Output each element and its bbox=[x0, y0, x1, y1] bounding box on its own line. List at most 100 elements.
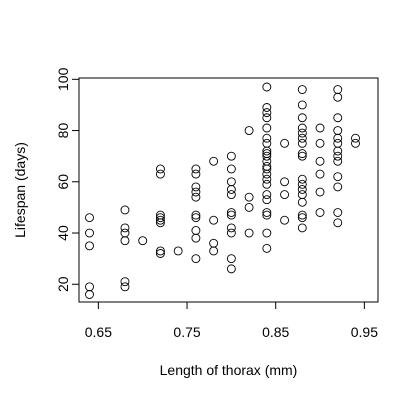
data-point bbox=[226, 151, 236, 161]
data-point bbox=[333, 85, 343, 95]
data-point bbox=[262, 138, 272, 148]
data-point bbox=[297, 138, 307, 148]
data-point bbox=[226, 264, 236, 274]
data-point bbox=[262, 208, 272, 217]
data-point bbox=[85, 282, 94, 292]
y-tick-label: 20 bbox=[55, 276, 71, 292]
data-point bbox=[333, 92, 343, 102]
data-point bbox=[120, 228, 130, 238]
data-point bbox=[297, 149, 307, 159]
data-point bbox=[262, 151, 272, 161]
data-point bbox=[226, 164, 236, 174]
data-point bbox=[244, 202, 254, 212]
y-tick-label: 60 bbox=[55, 174, 71, 190]
data-point bbox=[244, 192, 254, 202]
data-point bbox=[226, 223, 236, 233]
data-point bbox=[262, 149, 272, 159]
data-point bbox=[297, 210, 307, 220]
data-point bbox=[297, 128, 307, 138]
data-point bbox=[120, 282, 130, 292]
data-point bbox=[262, 195, 272, 205]
data-point bbox=[226, 228, 236, 238]
data-point bbox=[191, 192, 201, 202]
plot-frame bbox=[78, 77, 379, 303]
data-point bbox=[351, 133, 360, 143]
data-point bbox=[262, 82, 272, 92]
data-point bbox=[333, 182, 343, 192]
data-point bbox=[333, 151, 343, 161]
data-point bbox=[262, 210, 272, 220]
data-point bbox=[333, 133, 343, 143]
data-point bbox=[315, 123, 325, 133]
data-point bbox=[191, 233, 201, 243]
data-point bbox=[297, 197, 307, 207]
y-tick-label: 80 bbox=[55, 123, 71, 139]
data-point bbox=[280, 215, 290, 225]
data-point bbox=[155, 213, 165, 223]
data-point bbox=[333, 208, 343, 217]
data-point bbox=[262, 179, 272, 189]
data-point bbox=[155, 215, 165, 225]
data-point bbox=[226, 185, 236, 194]
data-point bbox=[85, 290, 94, 299]
data-point bbox=[155, 164, 165, 174]
data-point bbox=[280, 138, 290, 148]
data-point bbox=[297, 174, 307, 184]
data-point bbox=[262, 133, 272, 143]
data-point bbox=[280, 177, 290, 187]
data-point bbox=[333, 156, 343, 166]
x-tick-label: 0.85 bbox=[262, 324, 289, 340]
data-point bbox=[262, 190, 272, 200]
data-point bbox=[262, 174, 272, 184]
data-point bbox=[297, 123, 307, 133]
data-point bbox=[297, 190, 307, 200]
data-point bbox=[85, 213, 94, 223]
data-point bbox=[333, 113, 343, 123]
data-point bbox=[191, 169, 201, 179]
data-point bbox=[262, 161, 272, 171]
data-point bbox=[226, 210, 236, 220]
data-point bbox=[191, 210, 201, 220]
x-axis: 0.65 0.75 0.85 0.95 bbox=[85, 301, 378, 340]
data-point bbox=[209, 156, 219, 166]
y-tick-label: 40 bbox=[55, 225, 71, 241]
data-point bbox=[297, 133, 307, 143]
data-point bbox=[85, 228, 94, 238]
y-axis: 20 40 60 80 100 bbox=[55, 67, 80, 292]
x-axis-label: Length of thorax (mm) bbox=[160, 362, 298, 378]
data-point bbox=[120, 223, 130, 233]
data-point bbox=[333, 138, 343, 148]
data-point bbox=[120, 205, 130, 215]
data-point bbox=[297, 113, 307, 123]
data-point bbox=[297, 185, 307, 194]
data-point bbox=[120, 277, 130, 287]
data-point bbox=[297, 100, 307, 110]
data-point bbox=[191, 182, 201, 192]
data-point bbox=[191, 254, 201, 264]
x-tick-label: 0.95 bbox=[351, 324, 378, 340]
data-point bbox=[333, 126, 343, 136]
data-point bbox=[297, 151, 307, 161]
data-point bbox=[209, 238, 219, 248]
data-point bbox=[155, 169, 165, 179]
data-point bbox=[262, 103, 272, 112]
data-point bbox=[262, 228, 272, 238]
data-point bbox=[262, 108, 272, 118]
data-point bbox=[138, 236, 148, 246]
data-points bbox=[85, 82, 360, 299]
data-point bbox=[244, 126, 254, 136]
data-point bbox=[155, 210, 165, 220]
data-point bbox=[226, 208, 236, 217]
data-point bbox=[297, 213, 307, 223]
data-point bbox=[226, 177, 236, 187]
x-tick-label: 0.75 bbox=[173, 324, 200, 340]
data-point bbox=[209, 215, 219, 225]
data-point bbox=[315, 169, 325, 179]
data-point bbox=[297, 223, 307, 233]
data-point bbox=[262, 123, 272, 133]
data-point bbox=[333, 218, 343, 228]
data-point bbox=[262, 243, 272, 253]
data-point bbox=[173, 246, 183, 256]
data-point bbox=[155, 246, 165, 256]
